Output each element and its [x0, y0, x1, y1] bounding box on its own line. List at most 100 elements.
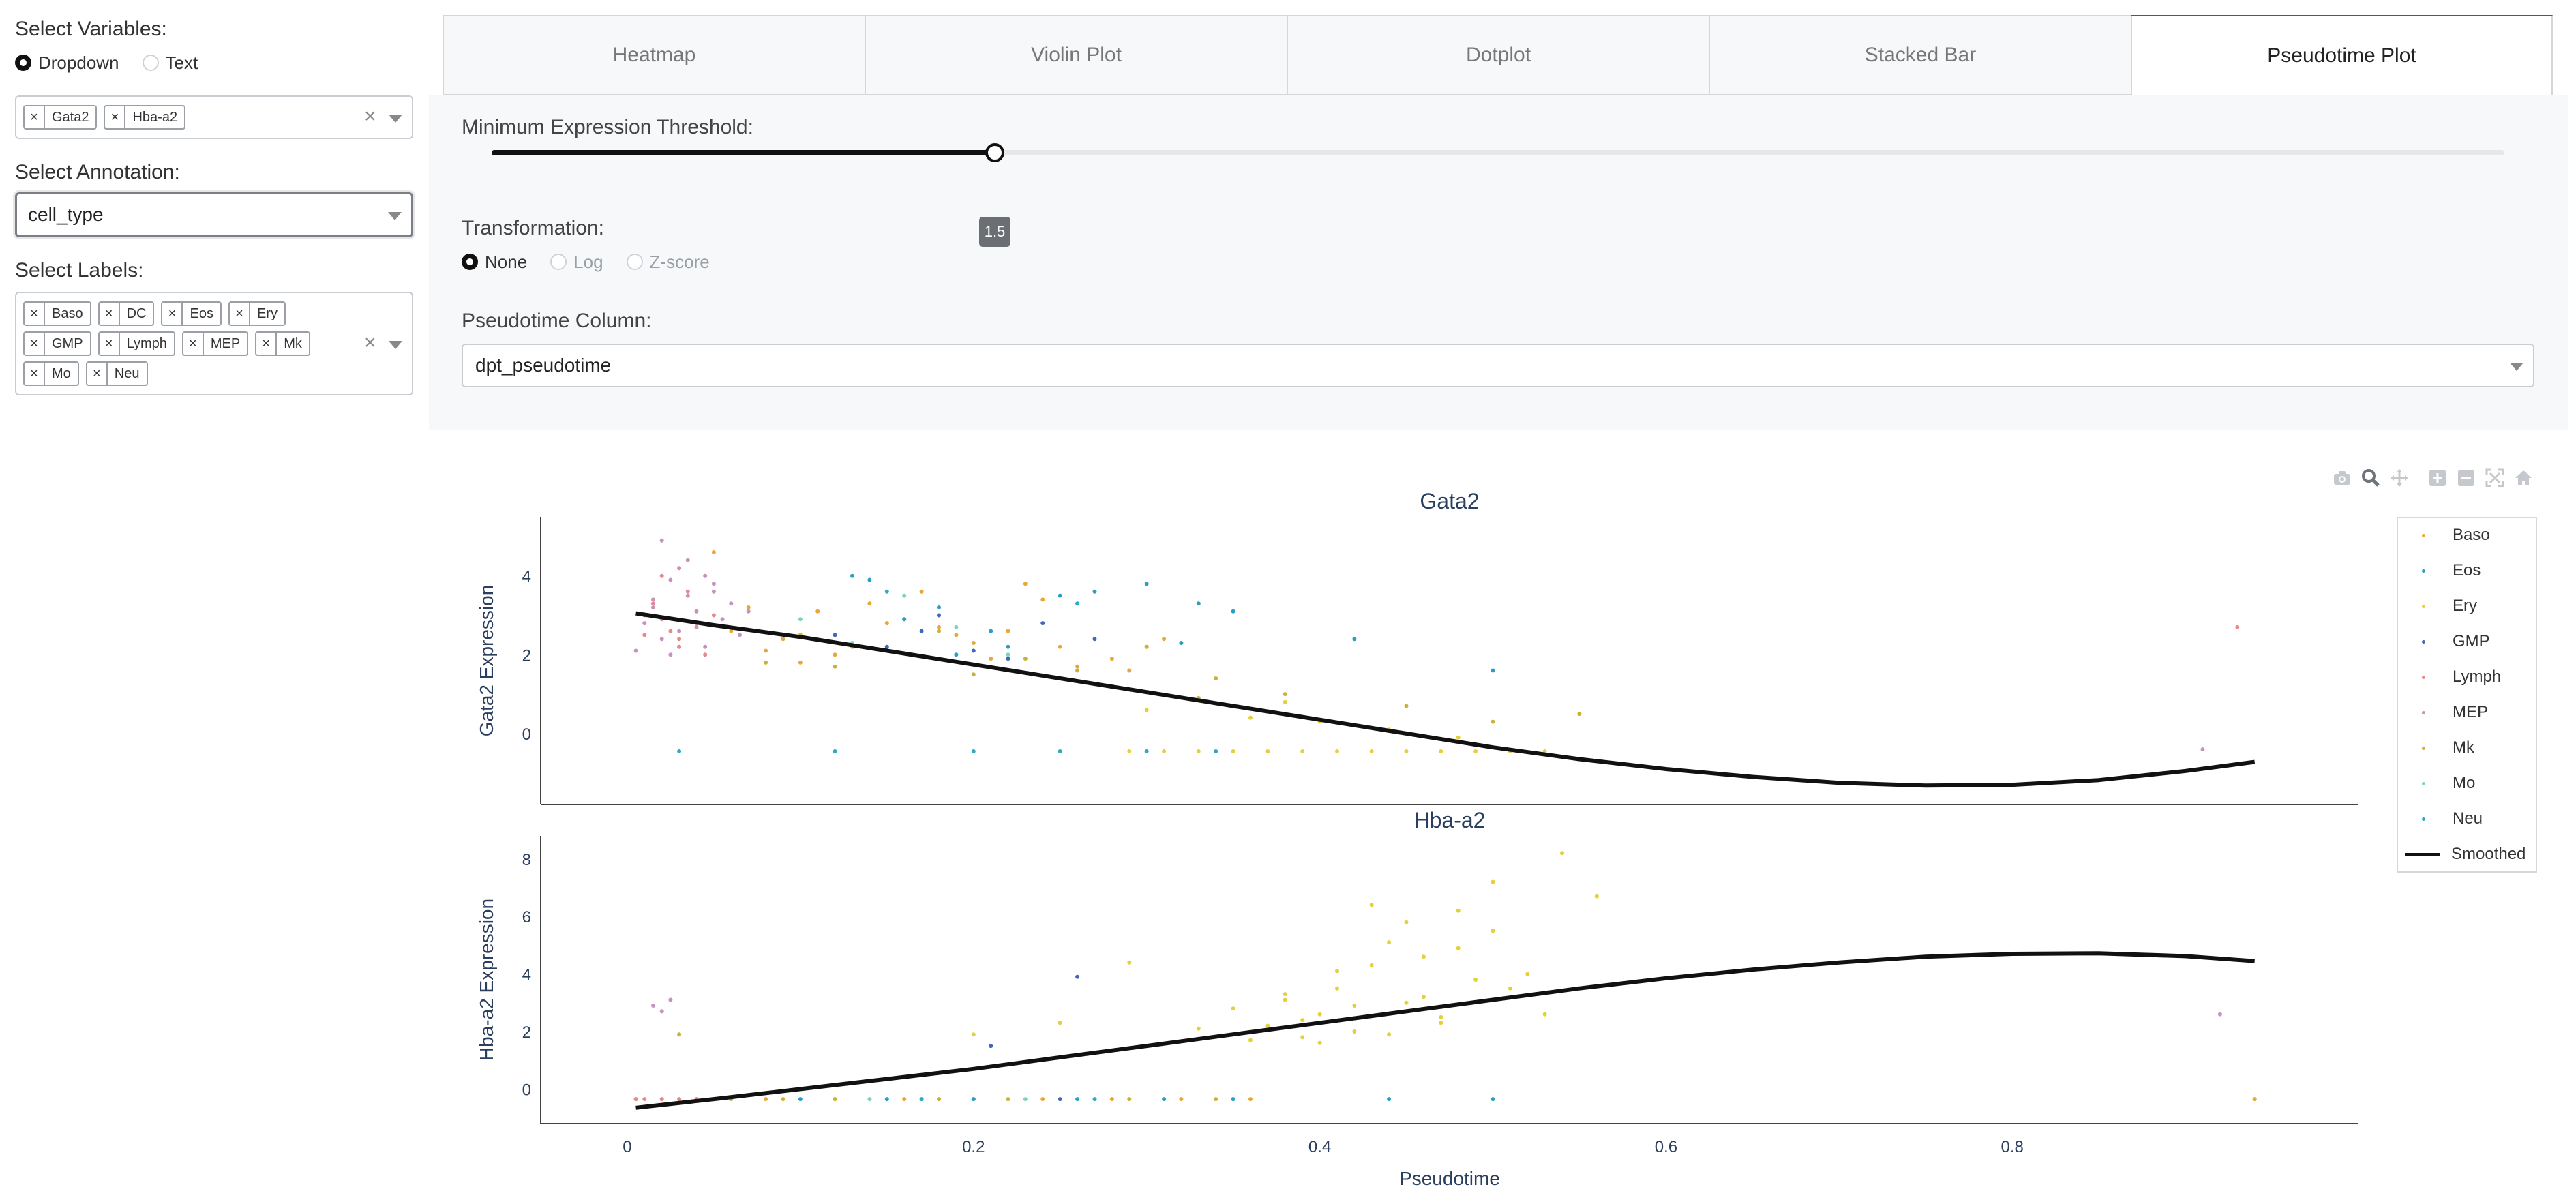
variables-multiselect[interactable]: × Gata2 × Hba-a2 ×	[15, 95, 413, 139]
plot-legend: Baso Eos Ery GMP Lymph MEP Mk Mo Neu Smo…	[2397, 517, 2537, 873]
chip-remove-icon[interactable]: ×	[25, 363, 45, 385]
clear-icon[interactable]: ×	[364, 105, 376, 127]
point-eos	[1075, 1097, 1080, 1102]
chip-label: Lymph	[126, 335, 167, 351]
tab-dotplot[interactable]: Dotplot	[1287, 15, 1709, 95]
chevron-down-icon[interactable]	[389, 115, 402, 123]
pseudotime-column-select[interactable]: dpt_pseudotime	[462, 344, 2534, 387]
point-eos	[850, 573, 854, 578]
radio-none[interactable]: None	[462, 252, 527, 273]
legend-item-mo[interactable]: Mo	[2398, 770, 2475, 797]
point-baso	[1040, 597, 1045, 602]
reset-axes-icon[interactable]	[2512, 466, 2535, 490]
point-ery	[1196, 1026, 1201, 1031]
point-mep	[659, 538, 664, 543]
point-baso	[1162, 637, 1167, 642]
point-ery	[1439, 1021, 1443, 1025]
pseudotime-plot[interactable]: 0 2 4 Gata2 Gata2 Expression 0 2 4 6 8 0 0.2 0.4 0.6 0…	[429, 464, 2543, 1200]
radio-text-circle[interactable]	[142, 55, 159, 71]
tab-heatmap[interactable]: Heatmap	[443, 15, 865, 95]
radio-log-circle[interactable]	[550, 254, 567, 270]
clear-icon[interactable]: ×	[364, 331, 376, 354]
legend-item-gmp[interactable]: GMP	[2398, 628, 2490, 655]
chip-remove-icon[interactable]: ×	[162, 303, 183, 325]
point-ery	[1404, 1000, 1409, 1005]
point-mk	[1023, 657, 1028, 661]
point-eos	[884, 1097, 889, 1102]
zoom-icon[interactable]	[2359, 466, 2382, 490]
radio-dropdown[interactable]: Dropdown	[15, 52, 119, 74]
zoom-in-icon[interactable]	[2426, 466, 2449, 490]
chip-remove-icon[interactable]: ×	[100, 303, 120, 325]
point-gmp	[971, 648, 976, 653]
chip-remove-icon[interactable]: ×	[230, 303, 250, 325]
point-baso	[1109, 1097, 1114, 1102]
pan-icon[interactable]	[2388, 466, 2411, 490]
legend-item-ery[interactable]: Ery	[2398, 592, 2477, 620]
radio-zscore[interactable]: Z-score	[626, 252, 710, 273]
autoscale-icon[interactable]	[2483, 466, 2506, 490]
legend-item-baso[interactable]: Baso	[2398, 522, 2490, 549]
annotation-select[interactable]: cell_type	[15, 192, 413, 237]
point-neu	[1214, 749, 1218, 753]
point-gmp	[989, 1044, 993, 1049]
tab-pseudotime-plot[interactable]: Pseudotime Plot	[2131, 15, 2553, 95]
threshold-slider[interactable]: 1.5	[492, 143, 2504, 247]
y-tick-label: 0	[522, 725, 531, 744]
point-ery	[1248, 1038, 1253, 1042]
point-mk	[1127, 1097, 1132, 1102]
zoom-out-icon[interactable]	[2455, 466, 2478, 490]
variables-label: Select Variables:	[15, 18, 167, 40]
point-eos	[902, 617, 907, 622]
legend-item-neu[interactable]: Neu	[2398, 805, 2483, 832]
legend-item-mk[interactable]: Mk	[2398, 734, 2474, 762]
chip-remove-icon[interactable]: ×	[87, 363, 108, 385]
radio-log[interactable]: Log	[550, 252, 603, 273]
point-mep	[729, 601, 734, 606]
point-ery	[1300, 1035, 1305, 1040]
smoothed-line	[635, 951, 2255, 1110]
legend-item-eos[interactable]: Eos	[2398, 557, 2481, 584]
radio-dropdown-circle[interactable]	[15, 55, 31, 71]
chip-remove-icon[interactable]: ×	[256, 333, 278, 355]
point-baso	[746, 605, 751, 609]
point-gmp	[1075, 974, 1080, 979]
chip-remove-icon[interactable]: ×	[105, 106, 126, 128]
point-neu	[1058, 749, 1062, 753]
legend-marker	[2422, 710, 2425, 714]
chip-remove-icon[interactable]: ×	[100, 333, 120, 355]
chip-remove-icon[interactable]: ×	[25, 333, 45, 355]
point-baso	[937, 624, 941, 629]
point-baso	[954, 633, 959, 637]
legend-label: Mo	[2453, 774, 2476, 792]
sidebar: Select Variables: Dropdown Text × Gata2 ×…	[0, 0, 423, 1204]
point-mep	[720, 617, 725, 622]
point-ery	[1542, 1012, 1547, 1017]
chip-remove-icon[interactable]: ×	[25, 106, 45, 128]
legend-item-lymph[interactable]: Lymph	[2398, 663, 2501, 691]
x-tick-label: 0	[623, 1138, 631, 1156]
legend-item-smoothed[interactable]: Smoothed	[2398, 841, 2526, 868]
radio-text[interactable]: Text	[142, 52, 198, 74]
tab-stacked-bar[interactable]: Stacked Bar	[1709, 15, 2131, 95]
chip-mk: × Mk	[255, 331, 310, 356]
labels-multiselect[interactable]: × Baso × DC × Eos × Ery × GMP × Lymph × MEP × Mk…	[15, 292, 413, 395]
chip-remove-icon[interactable]: ×	[25, 303, 45, 325]
radio-none-circle[interactable]	[462, 254, 478, 270]
legend-item-mep[interactable]: MEP	[2398, 699, 2488, 726]
radio-zscore-circle[interactable]	[626, 254, 643, 270]
camera-icon[interactable]	[2331, 466, 2354, 490]
point-mo	[1023, 1097, 1028, 1102]
point-lymph	[633, 1097, 638, 1102]
plot-modebar	[2325, 466, 2535, 490]
chevron-down-icon[interactable]	[2510, 363, 2523, 371]
chip-remove-icon[interactable]: ×	[183, 333, 204, 355]
tab-violin-plot[interactable]: Violin Plot	[865, 15, 1287, 95]
point-ery	[1456, 946, 1461, 950]
x-tick-label: 0.4	[1308, 1138, 1331, 1156]
point-neu	[1075, 601, 1080, 606]
slider-handle[interactable]	[985, 143, 1004, 162]
point-ery	[1127, 960, 1132, 965]
chevron-down-icon[interactable]	[389, 341, 402, 349]
chevron-down-icon[interactable]	[388, 212, 402, 220]
